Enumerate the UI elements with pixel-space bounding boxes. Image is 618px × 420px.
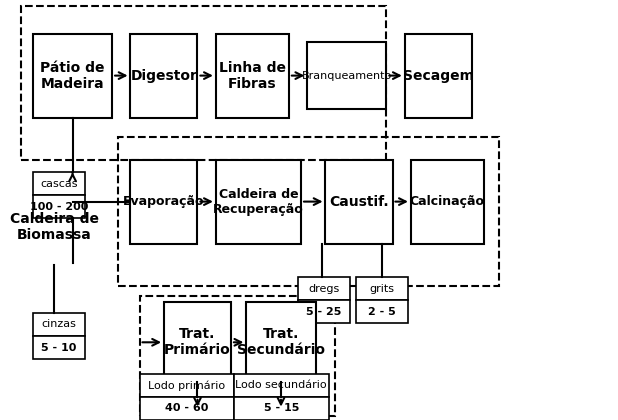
Text: Calcinação: Calcinação — [410, 195, 485, 208]
FancyBboxPatch shape — [216, 34, 289, 118]
Text: Pátio de
Madeira: Pátio de Madeira — [40, 60, 105, 91]
Text: Branqueamento: Branqueamento — [302, 71, 392, 81]
Text: cascas: cascas — [40, 179, 78, 189]
Text: Evaporação: Evaporação — [123, 195, 205, 208]
FancyBboxPatch shape — [411, 160, 484, 244]
FancyBboxPatch shape — [33, 172, 85, 195]
FancyBboxPatch shape — [140, 374, 234, 397]
Text: 5 - 25: 5 - 25 — [307, 307, 342, 317]
FancyBboxPatch shape — [33, 195, 85, 218]
Text: 40 - 60: 40 - 60 — [165, 404, 208, 413]
Text: Linha de
Fibras: Linha de Fibras — [219, 60, 286, 91]
FancyBboxPatch shape — [140, 397, 234, 420]
Text: grits: grits — [370, 284, 394, 294]
Text: Digestor: Digestor — [130, 68, 197, 83]
Text: Caldeira de
Biomassa: Caldeira de Biomassa — [10, 212, 99, 242]
FancyBboxPatch shape — [246, 302, 316, 382]
FancyBboxPatch shape — [33, 313, 85, 336]
Text: 5 - 10: 5 - 10 — [41, 343, 77, 352]
FancyBboxPatch shape — [405, 34, 472, 118]
Text: 5 - 15: 5 - 15 — [264, 404, 299, 413]
FancyBboxPatch shape — [234, 397, 329, 420]
FancyBboxPatch shape — [33, 34, 112, 118]
FancyBboxPatch shape — [164, 302, 231, 382]
Text: Caustif.: Caustif. — [329, 194, 389, 209]
Text: Trat.
Primário: Trat. Primário — [164, 327, 231, 357]
FancyBboxPatch shape — [326, 160, 392, 244]
Text: Lodo secundário: Lodo secundário — [235, 381, 327, 390]
FancyBboxPatch shape — [216, 160, 301, 244]
Text: Lodo primário: Lodo primário — [148, 380, 226, 391]
Text: Secagem: Secagem — [403, 68, 474, 83]
Text: 2 - 5: 2 - 5 — [368, 307, 396, 317]
Text: dregs: dregs — [308, 284, 339, 294]
FancyBboxPatch shape — [298, 300, 350, 323]
FancyBboxPatch shape — [130, 160, 198, 244]
FancyBboxPatch shape — [298, 277, 350, 300]
Text: 100 - 200: 100 - 200 — [30, 202, 88, 212]
FancyBboxPatch shape — [307, 42, 386, 109]
FancyBboxPatch shape — [234, 374, 329, 397]
FancyBboxPatch shape — [356, 300, 408, 323]
FancyBboxPatch shape — [130, 34, 198, 118]
Text: cinzas: cinzas — [41, 320, 76, 329]
FancyBboxPatch shape — [33, 336, 85, 359]
Text: Trat.
Secundário: Trat. Secundário — [237, 327, 325, 357]
FancyBboxPatch shape — [356, 277, 408, 300]
Text: Caldeira de
Recuperação: Caldeira de Recuperação — [213, 188, 304, 215]
